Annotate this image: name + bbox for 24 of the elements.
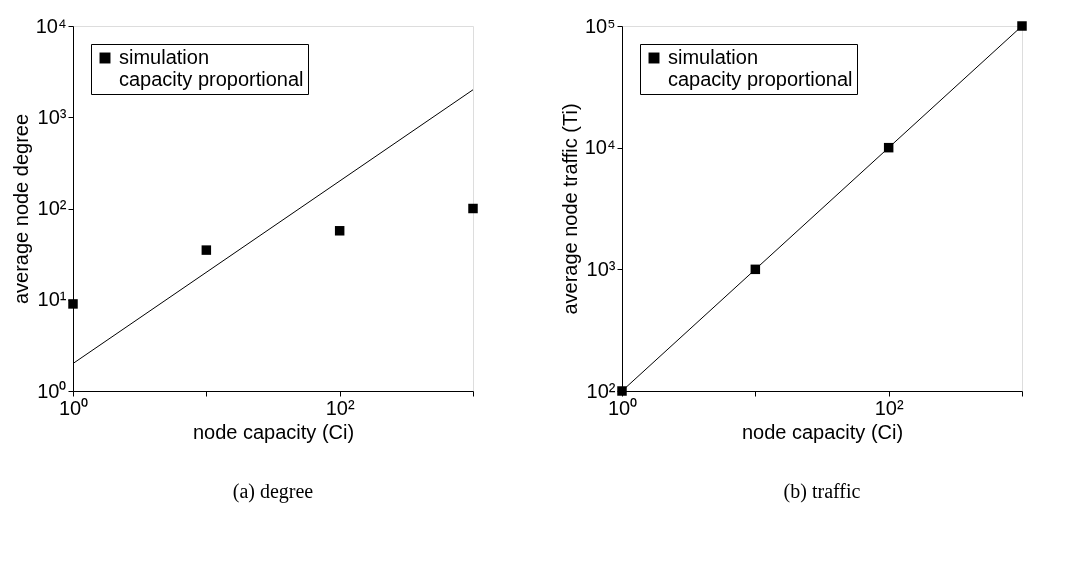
y-tick-label: 10¹ [37,288,67,311]
x-axis-title: node capacity (Ci) [741,420,904,443]
point [201,245,212,255]
point [1017,21,1027,31]
text: (a) degree [232,480,314,503]
legend-label: simulation [668,46,759,68]
y-tick-label: 10² [37,197,67,219]
y-axis-title: average node traffic (Ti) [558,103,581,315]
text: (b) traffic [783,480,861,503]
point [68,299,78,309]
y-tick-label: 10³ [586,257,616,280]
y-tick-label: 10⁴ [584,136,616,159]
legend-label: simulation [119,46,210,68]
y-axis-title: average node degree [9,113,32,305]
text: capacity proportional [668,68,853,90]
x-axis-title: node capacity (Ci) [192,420,355,443]
y-tick-label: 10³ [37,105,67,128]
y-tick-label: 10⁴ [35,14,67,37]
x-tick-label: 10² [325,396,355,419]
y-tick-label: 10⁵ [584,14,616,37]
x-tick-label: 10² [874,396,904,419]
point [334,226,345,236]
point [468,203,478,214]
text: capacity proportional [119,68,304,90]
